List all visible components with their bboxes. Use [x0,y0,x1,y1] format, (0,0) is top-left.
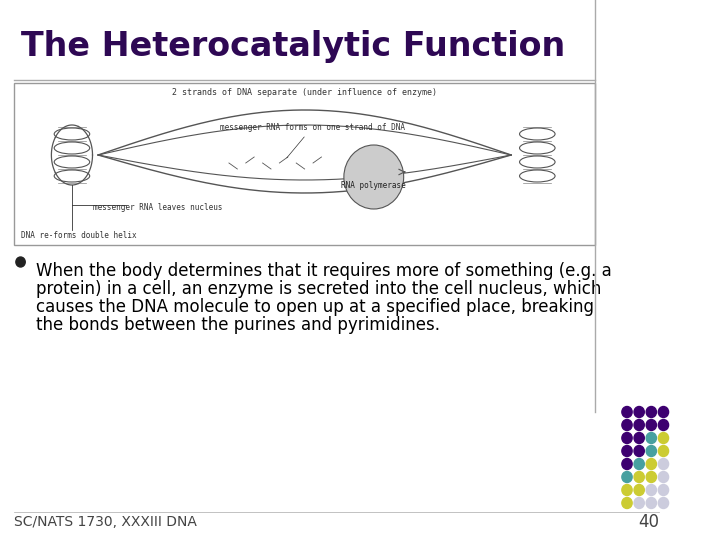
Circle shape [344,145,404,209]
Text: causes the DNA molecule to open up at a specified place, breaking: causes the DNA molecule to open up at a … [35,298,593,316]
Text: protein) in a cell, an enzyme is secreted into the cell nucleus, which: protein) in a cell, an enzyme is secrete… [35,280,601,298]
Text: The Heterocatalytic Function: The Heterocatalytic Function [21,30,564,63]
Text: When the body determines that it requires more of something (e.g. a: When the body determines that it require… [35,262,611,280]
Text: messenger RNA forms on one strand of DNA: messenger RNA forms on one strand of DNA [220,123,405,158]
Circle shape [646,433,657,443]
Text: the bonds between the purines and pyrimidines.: the bonds between the purines and pyrimi… [35,316,439,334]
Circle shape [622,484,632,496]
Circle shape [658,433,669,443]
Circle shape [646,497,657,509]
Circle shape [658,407,669,417]
Circle shape [622,407,632,417]
Circle shape [658,484,669,496]
Circle shape [634,497,644,509]
Circle shape [658,420,669,430]
Circle shape [646,484,657,496]
Circle shape [646,446,657,456]
Circle shape [646,407,657,417]
Circle shape [622,420,632,430]
Circle shape [622,458,632,469]
Circle shape [634,484,644,496]
Text: DNA re-forms double helix: DNA re-forms double helix [22,231,137,240]
Circle shape [658,446,669,456]
Circle shape [622,471,632,483]
Circle shape [634,433,644,443]
Circle shape [646,458,657,469]
Circle shape [634,458,644,469]
Text: RNA polymerase: RNA polymerase [341,180,406,190]
Circle shape [646,420,657,430]
Circle shape [634,471,644,483]
Circle shape [658,458,669,469]
Circle shape [622,433,632,443]
Circle shape [634,407,644,417]
Circle shape [658,497,669,509]
Circle shape [622,497,632,509]
Text: messenger RNA leaves nucleus: messenger RNA leaves nucleus [94,202,223,212]
FancyBboxPatch shape [14,83,595,245]
Text: 40: 40 [638,513,659,531]
Circle shape [16,257,25,267]
Circle shape [646,471,657,483]
Circle shape [658,471,669,483]
Text: 2 strands of DNA separate (under influence of enzyme): 2 strands of DNA separate (under influen… [172,88,437,97]
Circle shape [634,420,644,430]
Circle shape [634,446,644,456]
Circle shape [622,446,632,456]
Text: SC/NATS 1730, XXXIII DNA: SC/NATS 1730, XXXIII DNA [14,515,197,529]
